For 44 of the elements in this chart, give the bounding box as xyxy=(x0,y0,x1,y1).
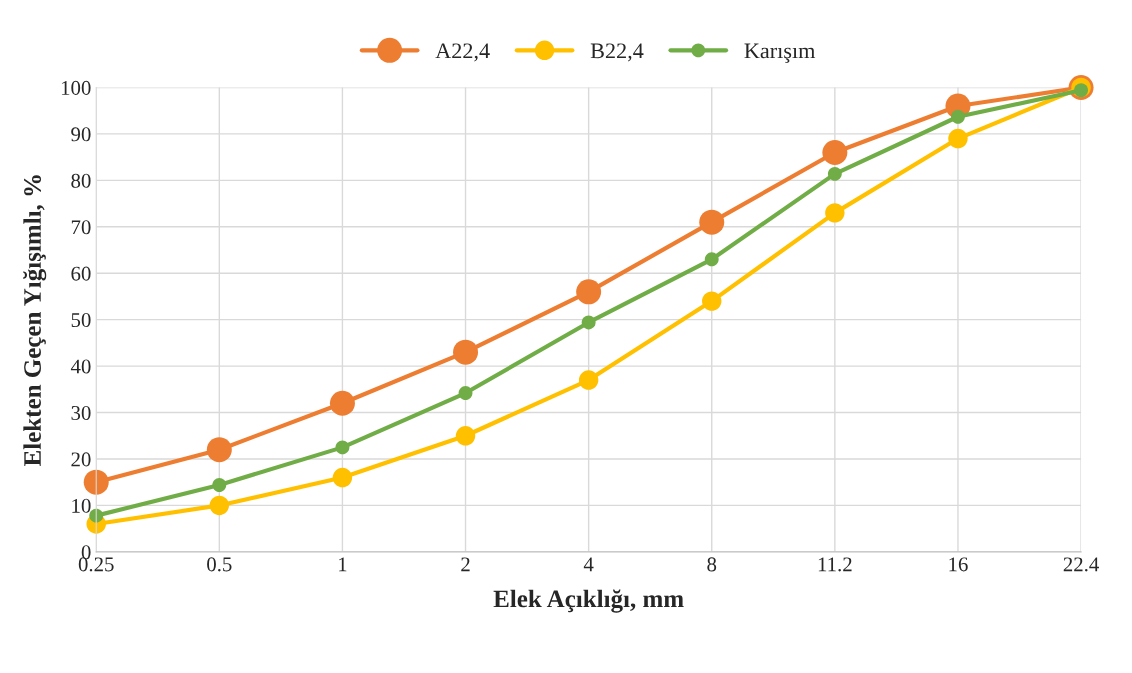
point xyxy=(576,279,602,305)
y-tick-label: 20 xyxy=(71,452,91,467)
point xyxy=(827,166,842,181)
point xyxy=(209,495,230,516)
legend-label: Karışım xyxy=(744,43,816,63)
y-tick-label: 80 xyxy=(71,173,91,188)
x-axis-title: Elek Açıklığı, mm xyxy=(493,589,684,613)
y-tick-label: 50 xyxy=(71,313,91,328)
x-tick-label: 22.4 xyxy=(1063,557,1099,572)
y-tick-label: 10 xyxy=(72,498,91,513)
y-tick-label: 70 xyxy=(71,220,91,235)
point xyxy=(948,128,968,149)
point xyxy=(212,478,227,492)
point xyxy=(458,386,473,400)
point xyxy=(332,467,353,488)
x-tick-label: 16 xyxy=(949,557,968,572)
x-tick-label: 1 xyxy=(339,557,347,572)
point xyxy=(329,390,355,416)
y-tick-label: 40 xyxy=(70,359,91,374)
point xyxy=(702,291,722,311)
legend-label: B22,4 xyxy=(590,43,644,62)
point xyxy=(455,426,476,446)
point xyxy=(822,140,848,165)
y-tick-label: 100 xyxy=(61,80,91,95)
point xyxy=(704,252,719,267)
point xyxy=(83,469,109,495)
y-tick-label: 30 xyxy=(71,405,91,420)
y-tick-label: 90 xyxy=(71,127,91,142)
x-tick-label: 11.2 xyxy=(818,557,852,572)
x-tick-label: 0.5 xyxy=(207,557,232,572)
point xyxy=(951,109,965,124)
point xyxy=(699,209,725,235)
legend-label: A22,4 xyxy=(435,43,490,62)
x-tick-label: 2 xyxy=(461,557,470,572)
point xyxy=(825,203,845,223)
point xyxy=(335,440,350,455)
point xyxy=(206,437,232,463)
point xyxy=(578,370,599,390)
x-tick-label: 8 xyxy=(707,557,717,572)
y-axis-title: Elekten Geçen Yığışımlı, % xyxy=(23,175,47,466)
x-tick-label: 4 xyxy=(583,557,594,572)
point xyxy=(453,339,479,365)
point xyxy=(581,315,596,330)
y-tick-label: 60 xyxy=(71,266,91,281)
